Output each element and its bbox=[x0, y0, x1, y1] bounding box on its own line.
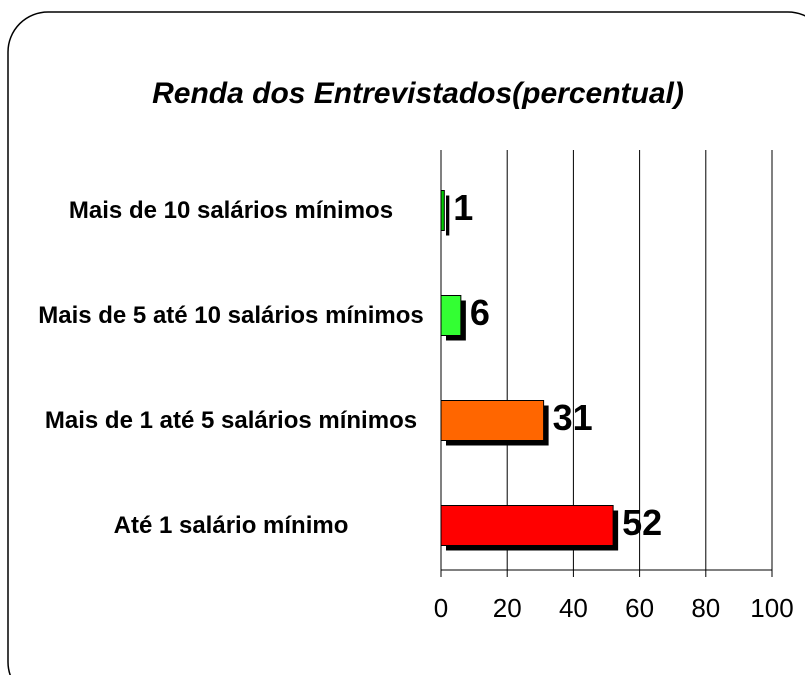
x-tick-label: 80 bbox=[691, 593, 720, 623]
bar bbox=[440, 505, 614, 546]
data-label: 52 bbox=[622, 502, 662, 543]
x-tick-label: 100 bbox=[750, 593, 793, 623]
y-tick-label: Mais de 1 até 5 salários mínimos bbox=[44, 406, 418, 434]
x-tick-label: 60 bbox=[625, 593, 654, 623]
data-label: 6 bbox=[470, 292, 490, 333]
chart-border bbox=[7, 11, 805, 675]
data-label: 31 bbox=[553, 397, 593, 438]
x-tick-label: 0 bbox=[434, 593, 448, 623]
y-tick-label: Até 1 salário mínimo bbox=[113, 511, 349, 539]
y-tick-label: Mais de 10 salários mínimos bbox=[68, 196, 394, 224]
y-tick-label: Mais de 5 até 10 salários mínimos bbox=[38, 301, 424, 329]
chart-title: Renda dos Entrevistados(percentual) bbox=[152, 77, 684, 110]
bar-shadow bbox=[446, 195, 450, 236]
bar bbox=[440, 295, 462, 336]
x-tick-label: 20 bbox=[493, 593, 522, 623]
bar bbox=[440, 400, 545, 441]
data-label: 1 bbox=[453, 187, 473, 228]
x-tick-label: 40 bbox=[559, 593, 588, 623]
